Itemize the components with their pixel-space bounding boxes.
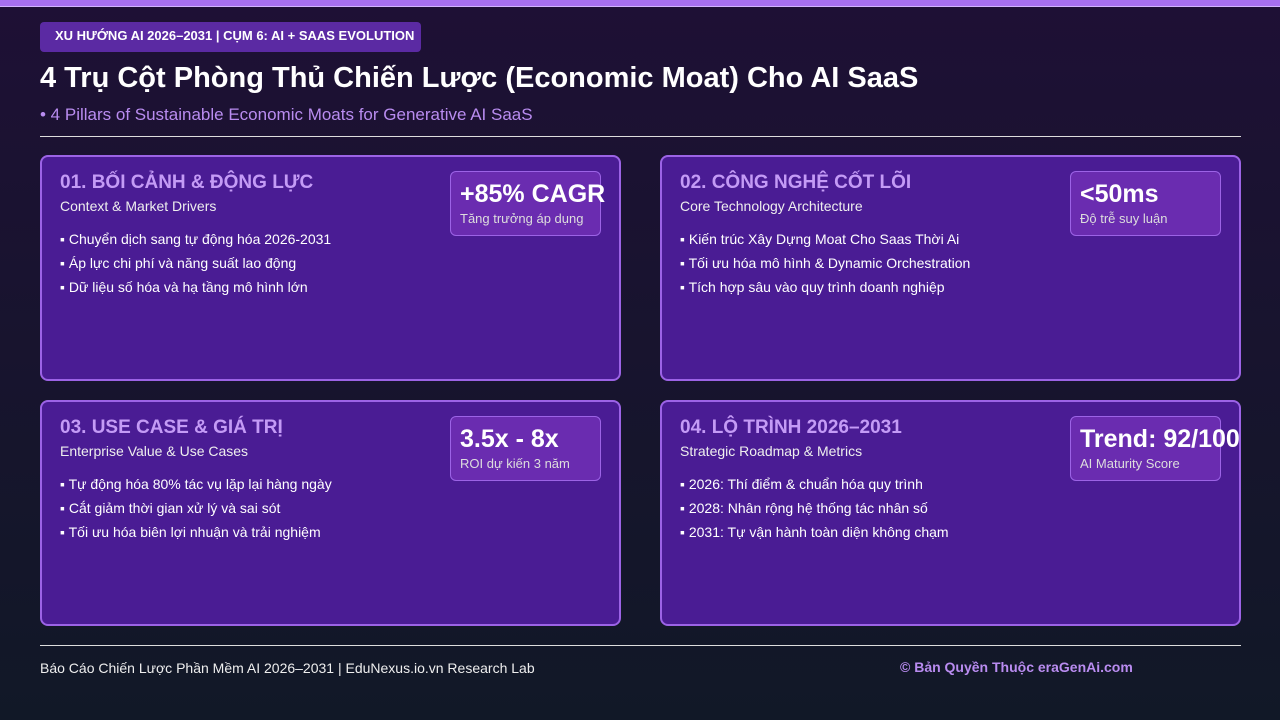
- bullet-list: ▪ 2026: Thí điểm & chuẩn hóa quy trình ▪ …: [680, 472, 949, 544]
- metric-value: +85% CAGR: [460, 180, 606, 208]
- card: 04. LỘ TRÌNH 2026–2031 Strategic Roadmap …: [660, 400, 1241, 626]
- bullet: ▪ Tối ưu hóa mô hình & Dynamic Orchestra…: [680, 255, 971, 271]
- metric-label: ROI dự kiến 3 năm: [460, 456, 570, 471]
- tag: XU HƯỚNG AI 2026–2031 | CỤM 6: AI + SAAS…: [40, 22, 421, 52]
- bullet: ▪ Dữ liệu số hóa và hạ tầng mô hình lớn: [60, 279, 308, 295]
- bullet: ▪ Áp lực chi phí và năng suất lao động: [60, 255, 297, 271]
- metric-label: Độ trễ suy luận: [1080, 211, 1168, 226]
- metric-value: 3.5x - 8x: [460, 425, 559, 453]
- divider: [40, 645, 1241, 646]
- bullet: ▪ Tích hợp sâu vào quy trình doanh nghiệ…: [680, 279, 945, 295]
- card-subtitle: Enterprise Value & Use Cases: [60, 443, 249, 459]
- card-subtitle: Context & Market Drivers: [60, 198, 217, 214]
- bullet: ▪ 2026: Thí điểm & chuẩn hóa quy trình: [680, 476, 923, 492]
- bullet: ▪ Kiến trúc Xây Dựng Moat Cho Saas Thời …: [680, 231, 960, 247]
- card-title: 01. BỐI CẢNH & ĐỘNG LỰC: [60, 172, 314, 193]
- top-bar: [0, 0, 1280, 7]
- divider: [40, 136, 1241, 137]
- bullet: ▪ Tự động hóa 80% tác vụ lặp lại hàng ng…: [60, 476, 332, 492]
- title: 4 Trụ Cột Phòng Thủ Chiến Lược (Economic…: [40, 62, 919, 94]
- footer-right: © Bản Quyền Thuộc eraGenAi.com: [900, 659, 1133, 675]
- card: 02. CÔNG NGHỆ CỐT LÕI Core Technology Arc…: [660, 155, 1241, 381]
- bullet-list: ▪ Chuyển dịch sang tự động hóa 2026-2031…: [60, 227, 331, 299]
- metric-box: <50ms Độ trễ suy luận: [1070, 171, 1221, 236]
- metric-label: Tăng trưởng áp dụng: [460, 211, 584, 226]
- bullet: ▪ 2028: Nhân rộng hệ thống tác nhân số: [680, 500, 928, 516]
- bullet-list: ▪ Tự động hóa 80% tác vụ lặp lại hàng ng…: [60, 472, 332, 544]
- footer-left: Báo Cáo Chiến Lược Phần Mềm AI 2026–2031…: [40, 660, 535, 676]
- card-title: 03. USE CASE & GIÁ TRỊ: [60, 417, 283, 438]
- bullet-list: ▪ Kiến trúc Xây Dựng Moat Cho Saas Thời …: [680, 227, 970, 299]
- metric-box: +85% CAGR Tăng trưởng áp dụng: [450, 171, 606, 236]
- metric-box: 3.5x - 8x ROI dự kiến 3 năm: [450, 416, 601, 481]
- bullet: ▪ Chuyển dịch sang tự động hóa 2026-2031: [60, 231, 332, 247]
- bullet: ▪ 2031: Tự vận hành toàn diện không chạm: [680, 524, 949, 540]
- metric-value: <50ms: [1080, 180, 1159, 208]
- subtitle: • 4 Pillars of Sustainable Economic Moat…: [40, 105, 533, 124]
- card-title: 02. CÔNG NGHỆ CỐT LÕI: [680, 172, 912, 193]
- metric-value: Trend: 92/100: [1080, 425, 1240, 453]
- card-subtitle: Core Technology Architecture: [680, 198, 863, 214]
- card-subtitle: Strategic Roadmap & Metrics: [680, 443, 863, 459]
- card: 03. USE CASE & GIÁ TRỊ Enterprise Value &…: [40, 400, 621, 626]
- card-title: 04. LỘ TRÌNH 2026–2031: [680, 417, 902, 438]
- metric-label: AI Maturity Score: [1080, 456, 1180, 471]
- metric-box: Trend: 92/100 AI Maturity Score: [1070, 416, 1240, 481]
- card: 01. BỐI CẢNH & ĐỘNG LỰC Context & Market …: [40, 155, 621, 381]
- bullet: ▪ Cắt giảm thời gian xử lý và sai sót: [60, 500, 281, 516]
- bullet: ▪ Tối ưu hóa biên lợi nhuận và trải nghi…: [60, 524, 321, 540]
